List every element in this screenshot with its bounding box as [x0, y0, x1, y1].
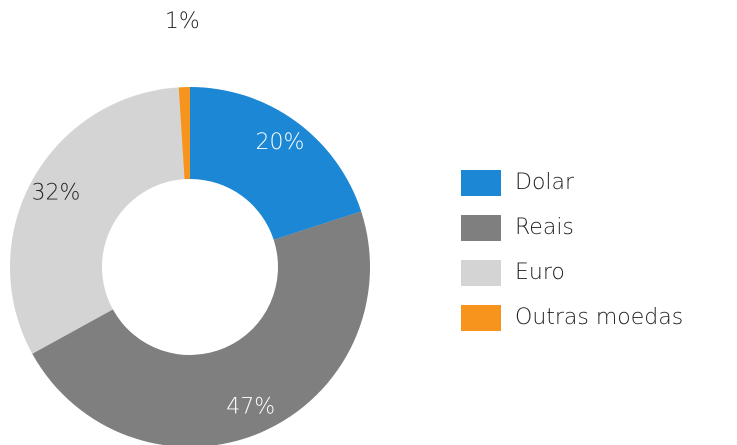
- legend-label: Euro: [515, 260, 565, 285]
- data-label: 32%: [31, 180, 80, 205]
- legend-swatch: [461, 260, 501, 286]
- donut-slice: [32, 211, 370, 445]
- data-label: 1%: [165, 9, 200, 34]
- donut-slice: [178, 87, 190, 180]
- legend-label: Outras moedas: [515, 305, 683, 330]
- legend-label: Reais: [515, 215, 574, 240]
- donut-slice: [190, 87, 362, 240]
- legend-swatch: [461, 170, 501, 196]
- donut-slice: [10, 87, 185, 354]
- legend-swatch: [461, 305, 501, 331]
- legend-swatch: [461, 215, 501, 241]
- legend-label: Dolar: [515, 170, 575, 195]
- data-label: 20%: [255, 130, 304, 155]
- data-label: 47%: [226, 394, 275, 419]
